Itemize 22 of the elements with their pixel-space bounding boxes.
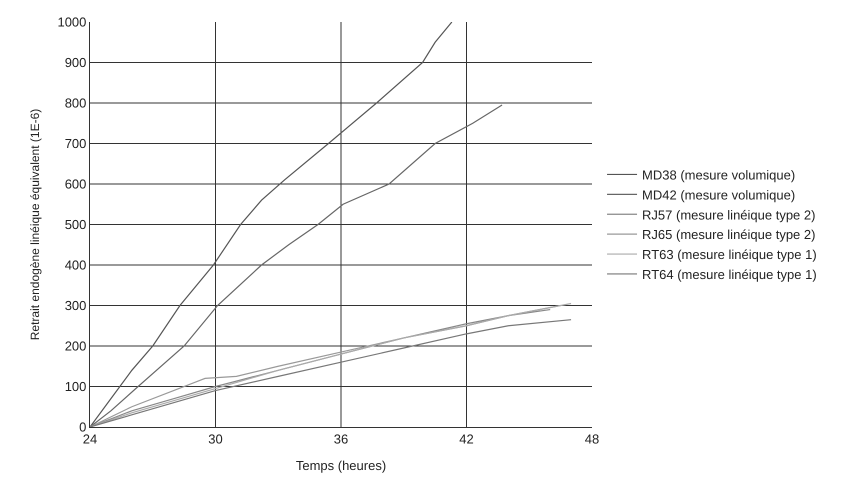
y-tick-label: 400 [64,258,86,273]
y-tick-label: 900 [64,55,86,70]
x-tick-label: 36 [334,432,348,447]
y-tick-label: 1000 [57,14,86,30]
legend-label: MD42 (mesure volumique) [642,187,796,202]
y-tick-label: 300 [64,298,86,314]
legend-label: RT64 (mesure linéique type 1) [642,267,817,282]
y-axis-title: Retrait endogène linéique équivalent (1E-6) [28,108,42,340]
y-tick-label: 200 [64,338,86,354]
y-tick-label: 500 [64,217,86,232]
legend-label: RT63 (mesure linéique type 1) [642,247,817,262]
x-tick-label: 42 [459,432,474,447]
y-tick-label: 600 [64,176,86,192]
x-tick-label: 30 [208,432,223,447]
legend-label: RJ65 (mesure linéique type 2) [642,227,816,242]
y-tick-label: 700 [64,136,86,152]
legend-label: MD38 (mesure volumique) [642,168,796,183]
y-tick-label: 100 [64,379,86,394]
x-axis-title: Temps (heures) [296,458,386,474]
legend-label: RJ57 (mesure linéique type 2) [642,207,816,222]
x-tick-label: 48 [584,432,600,447]
y-tick-label: 800 [64,96,86,111]
